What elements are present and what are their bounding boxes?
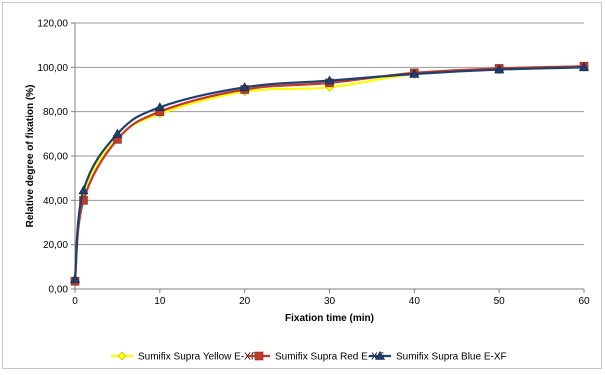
x-axis-ticks: 0 10 20 30 40 50 60 <box>72 289 590 307</box>
legend-label: Sumifix Supra Yellow E-XF <box>138 352 257 363</box>
x-tick-label: 10 <box>154 296 166 307</box>
series-line <box>73 66 585 280</box>
x-tick-label: 60 <box>578 296 590 307</box>
legend-label: Sumifix Supra Red E-XF <box>275 352 384 363</box>
legend-item: Sumifix Supra Red E-XF <box>248 352 384 363</box>
data-point <box>409 68 420 78</box>
x-tick-label: 30 <box>324 296 336 307</box>
data-point <box>494 64 505 74</box>
data-point <box>69 273 81 283</box>
gridlines <box>75 22 584 246</box>
x-tick-label: 40 <box>409 296 421 307</box>
series-3 <box>69 62 590 283</box>
y-tick-label: 0,00 <box>49 285 69 296</box>
series-1 <box>70 62 589 285</box>
y-tick-label: 100,00 <box>37 63 68 74</box>
chart-frame: 0,00 20,00 40,00 60,00 80,00 100,00 120,00 0 10… <box>2 2 602 369</box>
x-tick-label: 0 <box>72 296 78 307</box>
y-tick-label: 120,00 <box>37 19 68 30</box>
legend-marker <box>254 351 264 361</box>
data-point <box>78 185 89 195</box>
data-point <box>154 102 165 112</box>
y-tick-label: 40,00 <box>43 196 68 207</box>
legend-marker <box>117 351 127 361</box>
y-axis-label: Relative degree of fixation (%) <box>25 85 36 228</box>
series-line <box>73 66 585 281</box>
x-tick-label: 50 <box>494 296 506 307</box>
line-chart: 0,00 20,00 40,00 60,00 80,00 100,00 120,00 0 10… <box>25 19 590 363</box>
data-point <box>239 82 250 92</box>
data-point <box>112 128 123 138</box>
y-axis-ticks: 0,00 20,00 40,00 60,00 80,00 100,00 120,00 <box>37 19 75 296</box>
data-point <box>578 62 590 72</box>
y-tick-label: 20,00 <box>43 240 68 251</box>
y-tick-label: 80,00 <box>43 107 68 118</box>
data-point <box>79 196 88 205</box>
x-axis-label: Fixation time (min) <box>285 313 374 324</box>
series-line <box>73 65 585 282</box>
legend-item: Sumifix Supra Yellow E-XF <box>111 352 257 363</box>
legend-label: Sumifix Supra Blue E-XF <box>396 352 507 363</box>
series-group <box>69 61 590 286</box>
legend: Sumifix Supra Yellow E-XF Sumifix Supra R… <box>111 350 507 363</box>
legend-marker <box>374 350 386 360</box>
data-point <box>324 75 335 85</box>
y-tick-label: 60,00 <box>43 152 68 163</box>
series-2 <box>70 61 589 286</box>
legend-item: Sumifix Supra Blue E-XF <box>369 350 507 363</box>
x-tick-label: 20 <box>239 296 251 307</box>
